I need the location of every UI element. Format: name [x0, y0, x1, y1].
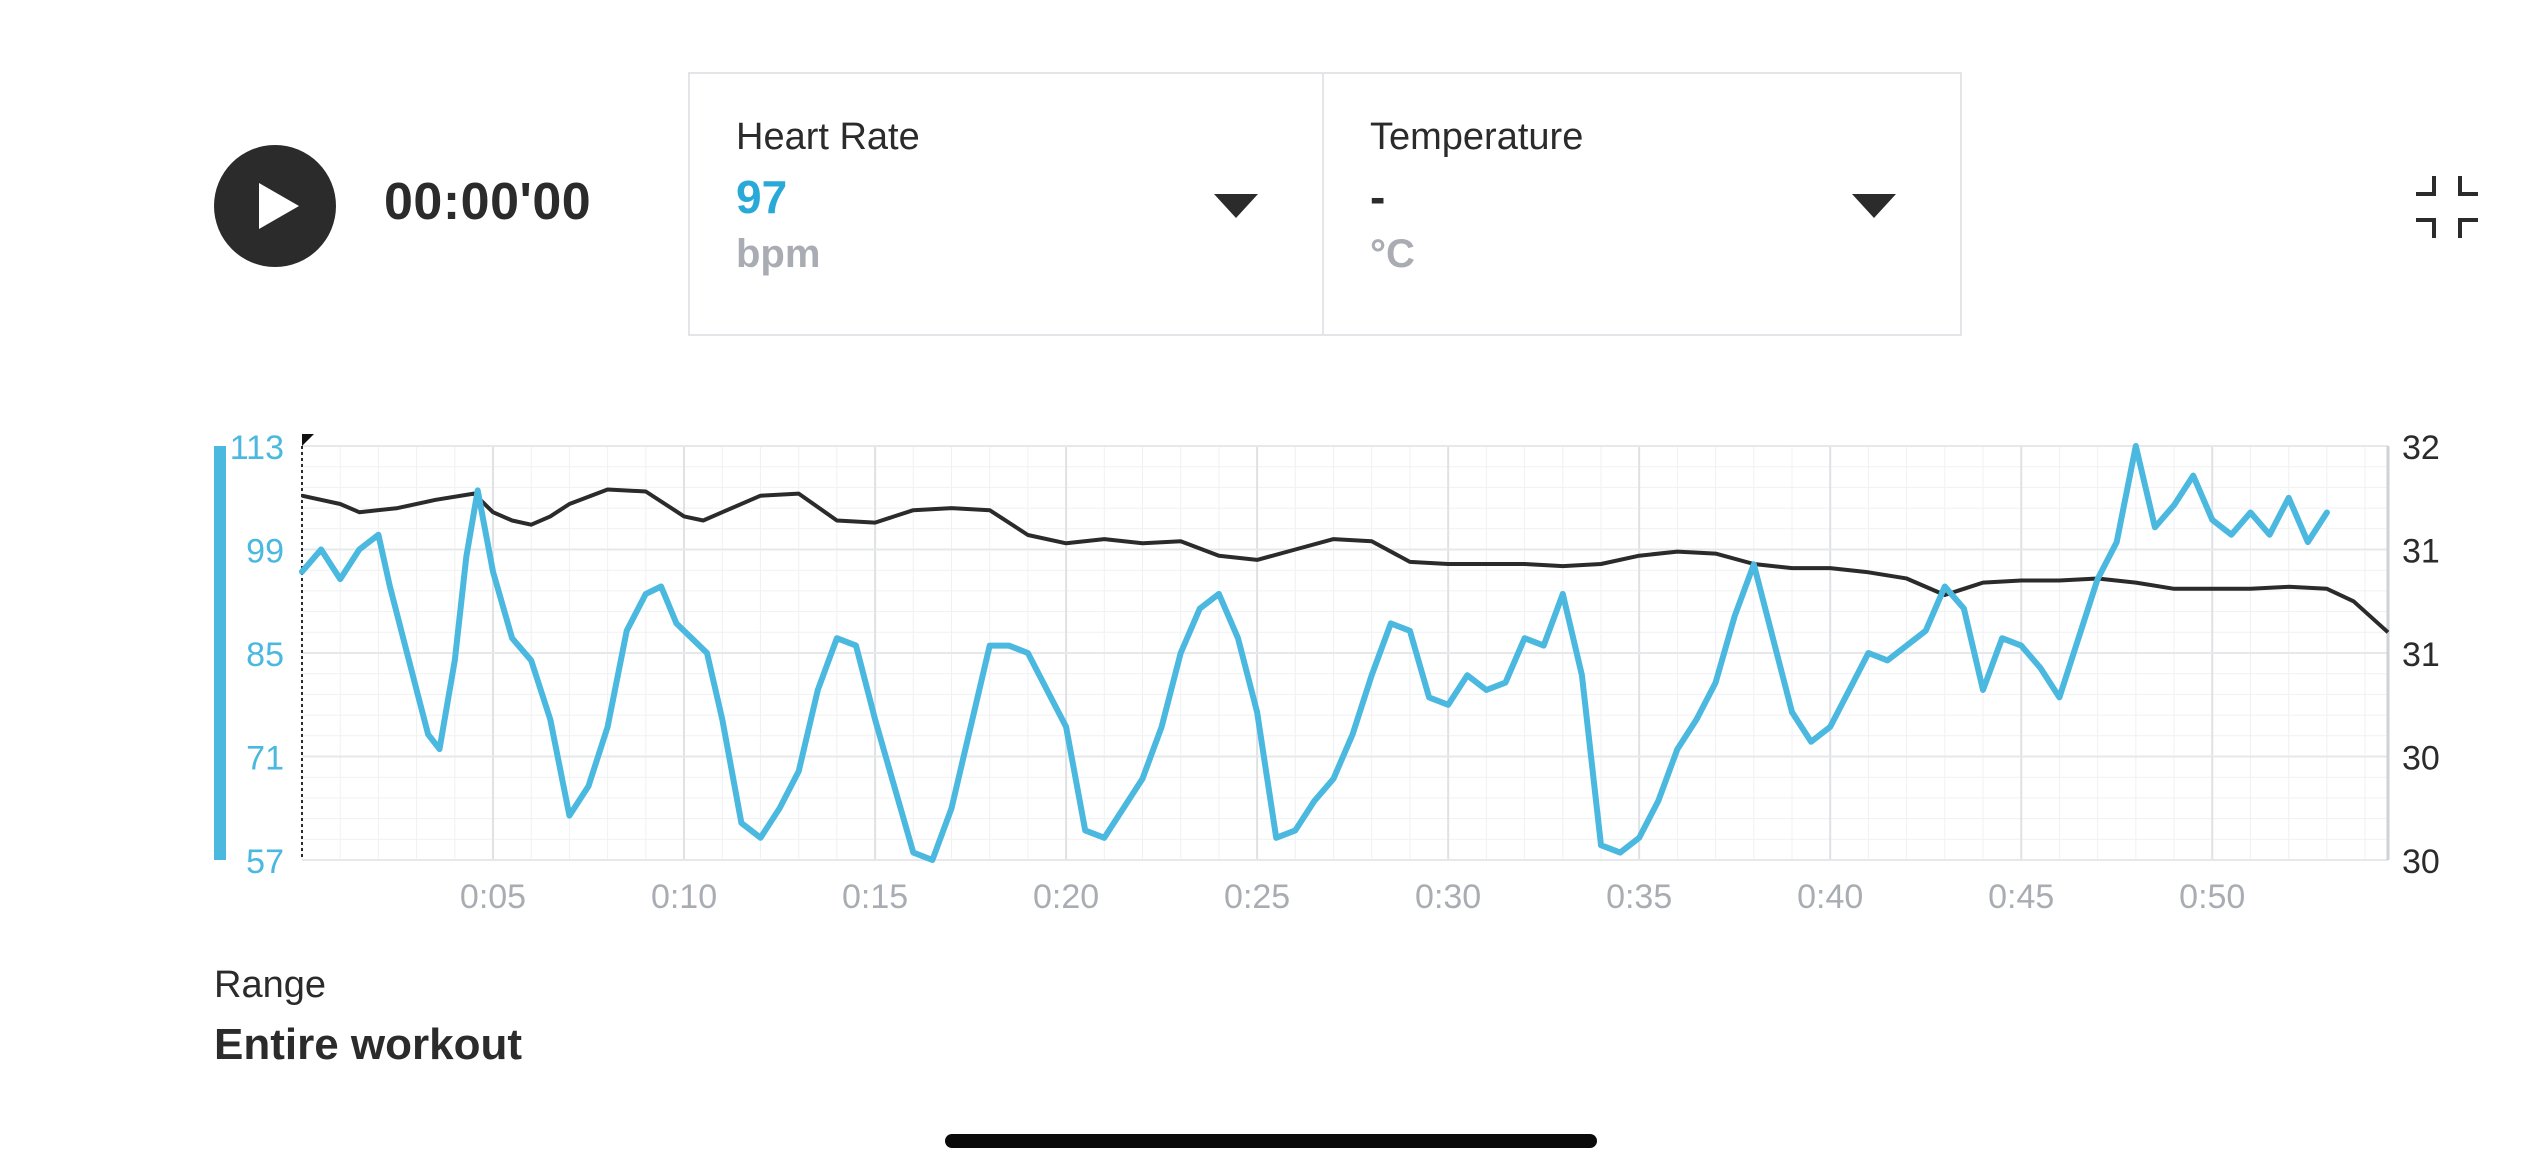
temperature-value: -	[1370, 171, 1386, 223]
temperature-tick-label: 31	[2402, 533, 2440, 571]
time-tick-label: 0:10	[651, 878, 717, 916]
temperature-tick-label: 32	[2402, 429, 2440, 467]
chevron-down-icon	[1852, 194, 1896, 218]
chevron-down-icon	[1214, 194, 1258, 218]
workout-chart[interactable]: 113 99 85 71 57 32 31 31 30 30 0:05 0:10 0:15 0:20 0…	[0, 0, 2532, 960]
time-tick-label: 0:50	[2179, 878, 2245, 916]
exit-fullscreen-button[interactable]	[2412, 172, 2482, 242]
heart-rate-axis-ticks: 113 99 85 71 57	[230, 429, 284, 881]
temperature-tick-label: 30	[2402, 843, 2440, 881]
heart-rate-value: 97	[736, 171, 788, 223]
range-selector[interactable]: Entire workout	[214, 1020, 523, 1069]
temperature-series-line	[301, 487, 2390, 634]
play-button[interactable]	[214, 145, 336, 267]
time-tick-label: 0:30	[1415, 878, 1481, 916]
heart-rate-title: Heart Rate	[736, 116, 920, 158]
collapse-icon	[2416, 176, 2478, 238]
temperature-unit: °C	[1370, 232, 1415, 276]
time-tick-label: 0:35	[1606, 878, 1672, 916]
heart-rate-selector[interactable]: Heart Rate 97 bpm	[688, 72, 1324, 336]
playback-cursor-marker[interactable]	[302, 434, 314, 446]
time-tick-label: 0:25	[1224, 878, 1290, 916]
temperature-axis-ticks: 32 31 31 30 30	[2402, 429, 2440, 881]
heart-rate-tick-label: 85	[246, 636, 284, 674]
home-indicator	[945, 1134, 1597, 1148]
heart-rate-tick-label: 71	[246, 740, 284, 778]
play-icon	[259, 183, 299, 229]
time-tick-label: 0:20	[1033, 878, 1099, 916]
heart-rate-series-line	[299, 443, 2330, 863]
time-axis-ticks: 0:05 0:10 0:15 0:20 0:25 0:30 0:35 0:40 0:45 0:50	[460, 878, 2245, 916]
temperature-tick-label: 31	[2402, 636, 2440, 674]
temperature-selector[interactable]: Temperature - °C	[1322, 72, 1962, 336]
playback-time: 00:00'00	[384, 173, 592, 231]
time-tick-label: 0:45	[1988, 878, 2054, 916]
heart-rate-tick-label: 99	[246, 533, 284, 571]
time-tick-label: 0:40	[1797, 878, 1863, 916]
time-tick-label: 0:15	[842, 878, 908, 916]
heart-rate-axis-bar	[214, 446, 226, 860]
temperature-title: Temperature	[1370, 116, 1584, 158]
heart-rate-unit: bpm	[736, 232, 821, 276]
range-label: Range	[214, 964, 326, 1006]
heart-rate-tick-label: 113	[230, 429, 284, 467]
time-tick-label: 0:05	[460, 878, 526, 916]
temperature-tick-label: 30	[2402, 740, 2440, 778]
heart-rate-tick-label: 57	[246, 843, 284, 881]
